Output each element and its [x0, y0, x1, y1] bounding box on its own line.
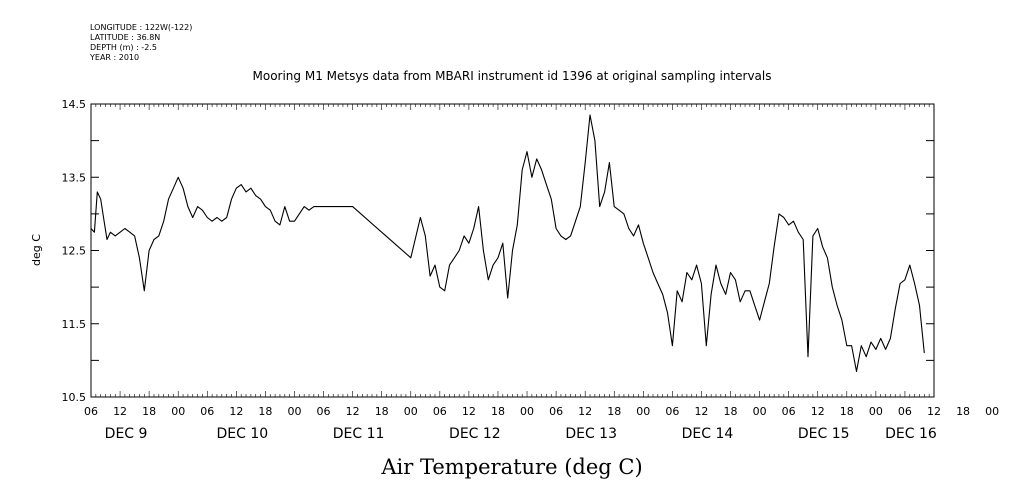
- x-axis: 06 12 18 00 06 12 18 00 06 12 18 00 06 12 18 00 06 12 18 00…: [84, 104, 999, 442]
- x-day-label: DEC 14: [682, 426, 734, 442]
- x-tick-label: 12: [694, 405, 708, 418]
- y-axis-label: deg C: [30, 234, 43, 266]
- x-tick-label: 12: [462, 405, 476, 418]
- x-tick-label: 00: [753, 405, 767, 418]
- x-tick-label: 18: [607, 405, 621, 418]
- x-tick-label: 00: [404, 405, 418, 418]
- x-tick-label: 00: [287, 405, 301, 418]
- meta-depth: DEPTH (m) : -2.5: [90, 43, 157, 52]
- x-tick-label: 18: [375, 405, 389, 418]
- x-tick-label: 06: [665, 405, 679, 418]
- x-tick-label: 18: [258, 405, 272, 418]
- x-tick-label: 18: [142, 405, 156, 418]
- x-axis-label: Air Temperature (deg C): [380, 455, 642, 479]
- x-day-label: DEC 12: [449, 426, 501, 442]
- x-tick-label: 12: [113, 405, 127, 418]
- x-tick-label: 18: [724, 405, 738, 418]
- x-tick-label: 06: [317, 405, 331, 418]
- x-tick-label: 06: [898, 405, 912, 418]
- x-tick-label: 18: [491, 405, 505, 418]
- x-tick-label: 12: [811, 405, 825, 418]
- x-tick-label: 18: [956, 405, 970, 418]
- y-tick-label: 11.5: [62, 318, 87, 331]
- series-line-0: [90, 114, 925, 372]
- x-tick-label: 00: [985, 405, 999, 418]
- meta-longitude: LONGITUDE : 122W(-122): [90, 23, 192, 32]
- y-axis: 10.5 11.5 12.5 13.5 14.5: [62, 98, 934, 404]
- x-tick-label: 00: [869, 405, 883, 418]
- x-tick-label: 06: [84, 405, 98, 418]
- x-tick-label: 00: [171, 405, 185, 418]
- x-tick-label: 06: [200, 405, 214, 418]
- y-tick-label: 14.5: [62, 98, 87, 111]
- x-tick-label: 06: [782, 405, 796, 418]
- x-tick-label: 00: [636, 405, 650, 418]
- x-tick-label: 06: [433, 405, 447, 418]
- x-day-label: DEC 10: [217, 426, 269, 442]
- y-tick-label: 12.5: [62, 245, 87, 258]
- x-tick-label: 12: [229, 405, 243, 418]
- x-day-label: DEC 16: [885, 426, 937, 442]
- x-tick-label: 00: [520, 405, 534, 418]
- meta-year: YEAR : 2010: [89, 53, 139, 62]
- x-tick-label: 18: [840, 405, 854, 418]
- x-tick-label: 12: [346, 405, 360, 418]
- x-tick-label: 12: [927, 405, 941, 418]
- chart-title: Mooring M1 Metsys data from MBARI instru…: [253, 69, 772, 83]
- x-tick-label: 12: [578, 405, 592, 418]
- x-day-label: DEC 15: [798, 426, 850, 442]
- y-tick-label: 10.5: [62, 391, 87, 404]
- x-tick-label: 06: [549, 405, 563, 418]
- series-layer: [90, 114, 925, 372]
- meta-latitude: LATITUDE : 36.8N: [90, 33, 160, 42]
- x-day-label: DEC 11: [333, 426, 385, 442]
- x-day-label: DEC 13: [565, 426, 617, 442]
- x-day-label: DEC 9: [105, 426, 148, 442]
- y-tick-label: 13.5: [62, 171, 87, 184]
